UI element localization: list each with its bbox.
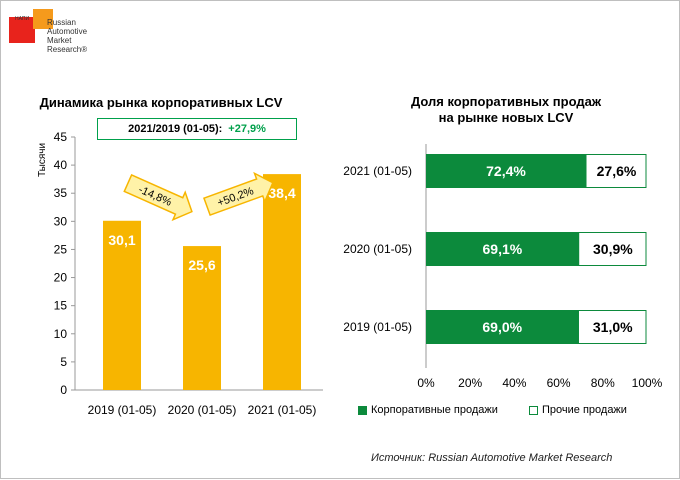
legend-other-label: Прочие продажи xyxy=(542,404,627,416)
logo-name: Russian Automotive Market Research® xyxy=(47,18,88,54)
bar xyxy=(183,246,221,390)
category-label: 2020 (01-05) xyxy=(343,242,412,256)
bar-segment-other xyxy=(585,154,647,188)
x-tick-label: 2019 (01-05) xyxy=(88,403,157,417)
y-tick-label: 30 xyxy=(54,214,68,228)
legend-other-swatch xyxy=(529,405,538,415)
x-tick-label: 2020 (01-05) xyxy=(168,403,237,417)
y-tick-label: 25 xyxy=(54,242,68,256)
y-tick-label: 0 xyxy=(60,383,67,397)
logo-orange-square xyxy=(33,9,53,29)
growth-value: +27,9% xyxy=(228,123,266,135)
company-logo: НАПИ Russian Automotive Market Research® xyxy=(9,9,109,65)
y-tick-label: 40 xyxy=(54,158,68,172)
legend-corporate-label: Корпоративные продажи xyxy=(371,404,498,416)
bar-value-label: 25,6 xyxy=(188,257,215,273)
segment-label-corporate: 69,1% xyxy=(483,241,523,257)
bar-segment-corporate xyxy=(426,232,579,266)
x-tick-label: 60% xyxy=(547,376,571,390)
y-tick-label: 10 xyxy=(54,327,68,341)
x-tick-label: 40% xyxy=(502,376,526,390)
change-arrow-shape xyxy=(123,173,193,222)
bar-segment-other xyxy=(578,232,647,266)
bar xyxy=(263,174,301,390)
growth-summary-box: 2021/2019 (01-05): +27,9% xyxy=(97,118,297,140)
legend-corporate: Корпоративные продажи xyxy=(358,404,498,416)
y-tick-label: 20 xyxy=(54,271,68,285)
category-label: 2021 (01-05) xyxy=(343,164,412,178)
right-chart-title: Доля корпоративных продаж на рынке новых… xyxy=(410,94,602,125)
y-axis-title: Тысячи xyxy=(37,143,48,177)
change-arrow: -14,8% xyxy=(123,173,193,222)
bar-segment-corporate xyxy=(426,310,579,344)
x-tick-label: 0% xyxy=(417,376,435,390)
bar-value-label: 38,4 xyxy=(268,185,295,201)
legend-corporate-swatch xyxy=(358,405,367,415)
y-tick-label: 5 xyxy=(60,355,67,369)
y-tick-label: 35 xyxy=(54,186,68,200)
left-chart-title: Динамика рынка корпоративных LCV xyxy=(39,95,283,110)
segment-label-corporate: 72,4% xyxy=(486,163,526,179)
x-tick-label: 80% xyxy=(591,376,615,390)
category-label: 2019 (01-05) xyxy=(343,320,412,334)
y-tick-label: 45 xyxy=(54,130,68,144)
logo-small-text: НАПИ xyxy=(15,16,30,22)
segment-label-other: 27,6% xyxy=(597,163,637,179)
segment-label-other: 30,9% xyxy=(593,241,633,257)
bar xyxy=(103,220,141,390)
logo-red-square xyxy=(9,17,35,43)
x-tick-label: 100% xyxy=(632,376,663,390)
bar-value-label: 30,1 xyxy=(108,232,135,248)
source-note: Источник: Russian Automotive Market Rese… xyxy=(371,452,613,464)
bar-segment-other xyxy=(577,310,647,344)
change-arrow-shape xyxy=(203,171,274,217)
segment-label-other: 31,0% xyxy=(593,319,633,335)
bar-segment-corporate xyxy=(426,154,587,188)
y-tick-label: 15 xyxy=(54,299,68,313)
x-tick-label: 2021 (01-05) xyxy=(248,403,317,417)
growth-period: 2021/2019 (01-05): xyxy=(128,123,223,135)
legend-other: Прочие продажи xyxy=(529,404,627,416)
segment-label-corporate: 69,0% xyxy=(482,319,522,335)
x-tick-label: 20% xyxy=(458,376,482,390)
